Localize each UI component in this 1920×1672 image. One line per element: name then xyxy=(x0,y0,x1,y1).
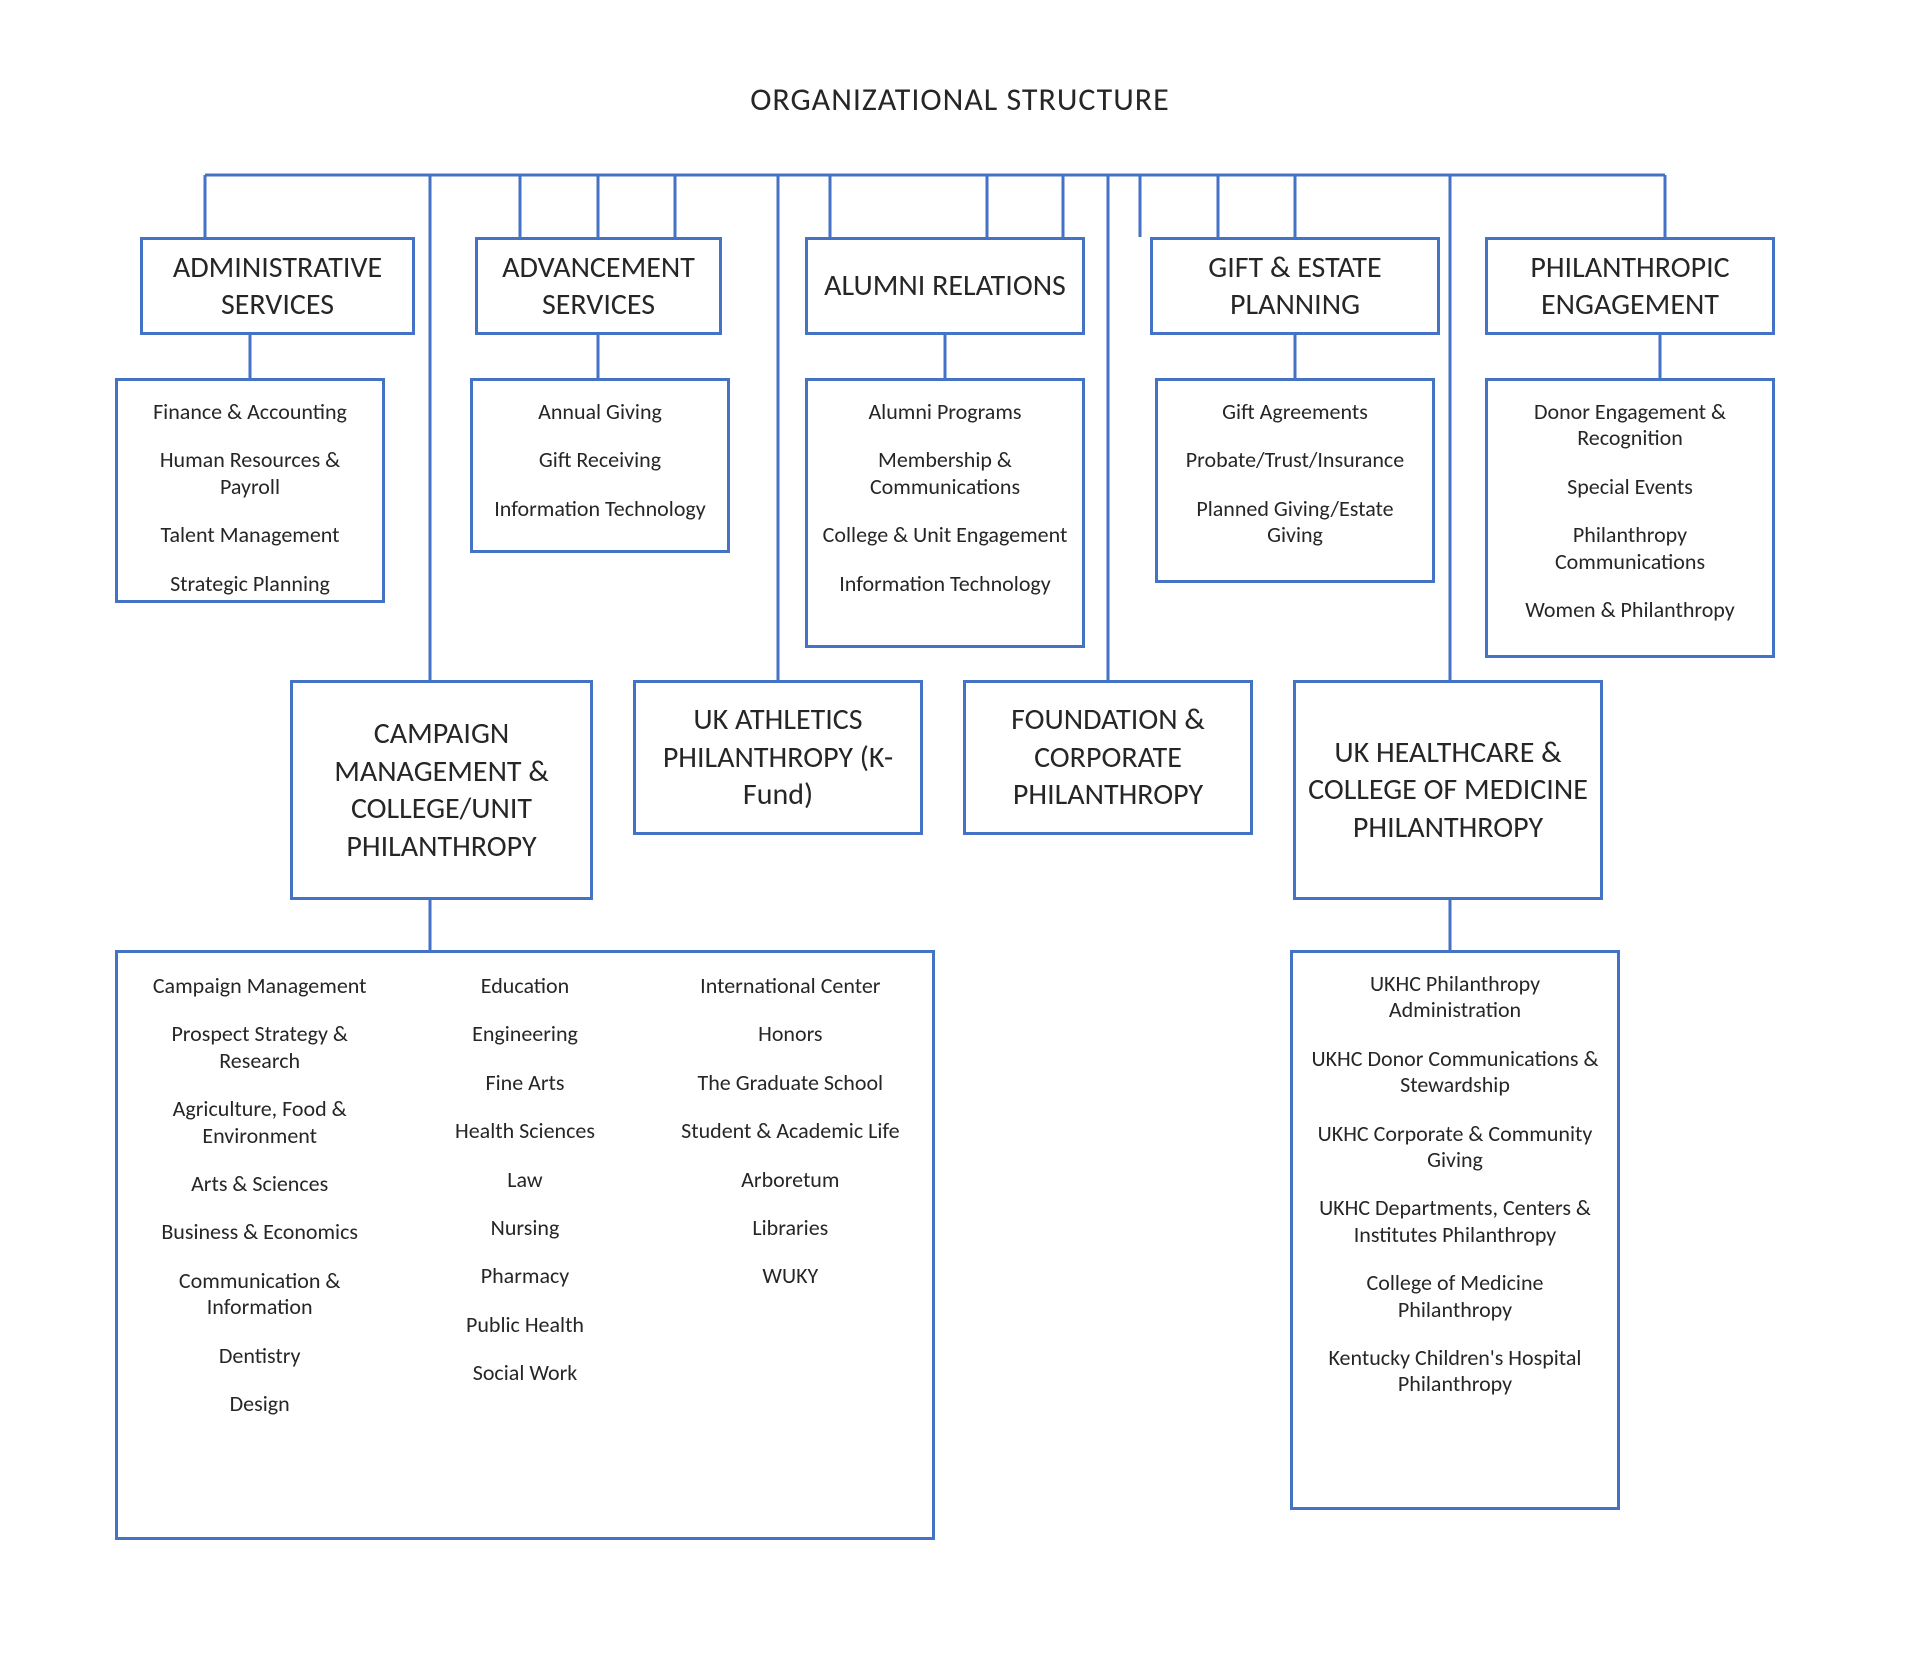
list-item: Gift Receiving xyxy=(487,447,713,473)
dept-athletics: UK ATHLETICS PHILANTHROPY (K-Fund) xyxy=(633,680,923,835)
sub-philanthropic: Donor Engagement & Recognition Special Ev… xyxy=(1485,378,1775,658)
dept-admin-label: ADMINISTRATIVE SERVICES xyxy=(153,249,402,324)
list-item: College & Unit Engagement xyxy=(822,522,1068,548)
sub-gift: Gift Agreements Probate/Trust/Insurance Pl… xyxy=(1155,378,1435,583)
sub-campaign: Campaign Management Prospect Strategy & R… xyxy=(115,950,935,1540)
list-item: Arts & Sciences xyxy=(132,1171,387,1197)
sub-advancement: Annual Giving Gift Receiving Information T… xyxy=(470,378,730,553)
dept-foundation: FOUNDATION & CORPORATE PHILANTHROPY xyxy=(963,680,1253,835)
list-column: International Center Honors The Graduate S… xyxy=(663,973,918,1517)
dept-admin: ADMINISTRATIVE SERVICES xyxy=(140,237,415,335)
list-item: Probate/Trust/Insurance xyxy=(1172,447,1418,473)
list-item: UKHC Departments, Centers & Institutes P… xyxy=(1307,1195,1603,1248)
list-item: Agriculture, Food & Environment xyxy=(132,1096,387,1149)
list-column: Education Engineering Fine Arts Health Scie… xyxy=(397,973,652,1517)
list-item: Health Sciences xyxy=(397,1118,652,1144)
list-item: Donor Engagement & Recognition xyxy=(1502,399,1758,452)
dept-alumni-label: ALUMNI RELATIONS xyxy=(818,267,1072,305)
list-item: College of Medicine Philanthropy xyxy=(1307,1270,1603,1323)
list-item: Special Events xyxy=(1502,474,1758,500)
dept-campaign-label: CAMPAIGN MANAGEMENT & COLLEGE/UNIT PHILA… xyxy=(303,715,580,865)
dept-alumni: ALUMNI RELATIONS xyxy=(805,237,1085,335)
list-item: Arboretum xyxy=(663,1167,918,1193)
list-item: Education xyxy=(397,973,652,999)
list-item: Engineering xyxy=(397,1021,652,1047)
list-item: Law xyxy=(397,1167,652,1193)
dept-athletics-label: UK ATHLETICS PHILANTHROPY (K-Fund) xyxy=(646,701,910,814)
dept-advancement-label: ADVANCEMENT SERVICES xyxy=(488,249,709,324)
list-item: Business & Economics xyxy=(132,1219,387,1245)
list-item: Kentucky Children's Hospital Philanthrop… xyxy=(1307,1345,1603,1398)
list-item: UKHC Donor Communications & Stewardship xyxy=(1307,1046,1603,1099)
list-item: Libraries xyxy=(663,1215,918,1241)
dept-foundation-label: FOUNDATION & CORPORATE PHILANTHROPY xyxy=(976,701,1240,814)
list-item: International Center xyxy=(663,973,918,999)
dept-healthcare: UK HEALTHCARE & COLLEGE OF MEDICINE PHIL… xyxy=(1293,680,1603,900)
list-item: Nursing xyxy=(397,1215,652,1241)
list-item: Finance & Accounting xyxy=(132,399,368,425)
list-item: Women & Philanthropy xyxy=(1502,597,1758,623)
list-item: WUKY xyxy=(663,1263,918,1289)
dept-advancement: ADVANCEMENT SERVICES xyxy=(475,237,722,335)
chart-title-text: ORGANIZATIONAL STRUCTURE xyxy=(750,80,1170,119)
list-item: Information Technology xyxy=(487,496,713,522)
list-item: Planned Giving/Estate Giving xyxy=(1172,496,1418,549)
sub-admin: Finance & Accounting Human Resources & Pa… xyxy=(115,378,385,603)
list-item: Alumni Programs xyxy=(822,399,1068,425)
list-item: Pharmacy xyxy=(397,1263,652,1289)
dept-gift: GIFT & ESTATE PLANNING xyxy=(1150,237,1440,335)
list-item: UKHC Philanthropy Administration xyxy=(1307,971,1603,1024)
list-item: Annual Giving xyxy=(487,399,713,425)
sub-alumni: Alumni Programs Membership & Communicatio… xyxy=(805,378,1085,648)
list-item: Talent Management xyxy=(132,522,368,548)
dept-gift-label: GIFT & ESTATE PLANNING xyxy=(1163,249,1427,324)
dept-philanthropic: PHILANTHROPIC ENGAGEMENT xyxy=(1485,237,1775,335)
list-item: Strategic Planning xyxy=(132,571,368,597)
list-column: Campaign Management Prospect Strategy & R… xyxy=(132,973,387,1517)
dept-campaign: CAMPAIGN MANAGEMENT & COLLEGE/UNIT PHILA… xyxy=(290,680,593,900)
dept-philanthropic-label: PHILANTHROPIC ENGAGEMENT xyxy=(1498,249,1762,324)
list-item: Prospect Strategy & Research xyxy=(132,1021,387,1074)
list-item: The Graduate School xyxy=(663,1070,918,1096)
list-item: Gift Agreements xyxy=(1172,399,1418,425)
list-item: UKHC Corporate & Community Giving xyxy=(1307,1121,1603,1174)
list-item: Communication & Information xyxy=(132,1268,387,1321)
list-item: Dentistry xyxy=(132,1343,387,1369)
list-item: Human Resources & Payroll xyxy=(132,447,368,500)
chart-title: ORGANIZATIONAL STRUCTURE xyxy=(0,80,1920,119)
org-chart-canvas: { "title": "ORGANIZATIONAL STRUCTURE", "… xyxy=(0,0,1920,1672)
list-item: Philanthropy Communications xyxy=(1502,522,1758,575)
list-item: Campaign Management xyxy=(132,973,387,999)
sub-healthcare: UKHC Philanthropy Administration UKHC Don… xyxy=(1290,950,1620,1510)
list-item: Student & Academic Life xyxy=(663,1118,918,1144)
list-item: Public Health xyxy=(397,1312,652,1338)
list-item: Membership & Communications xyxy=(822,447,1068,500)
list-item: Social Work xyxy=(397,1360,652,1386)
list-item: Information Technology xyxy=(822,571,1068,597)
list-item: Fine Arts xyxy=(397,1070,652,1096)
dept-healthcare-label: UK HEALTHCARE & COLLEGE OF MEDICINE PHIL… xyxy=(1306,734,1590,847)
list-item: Honors xyxy=(663,1021,918,1047)
list-item: Design xyxy=(132,1391,387,1417)
